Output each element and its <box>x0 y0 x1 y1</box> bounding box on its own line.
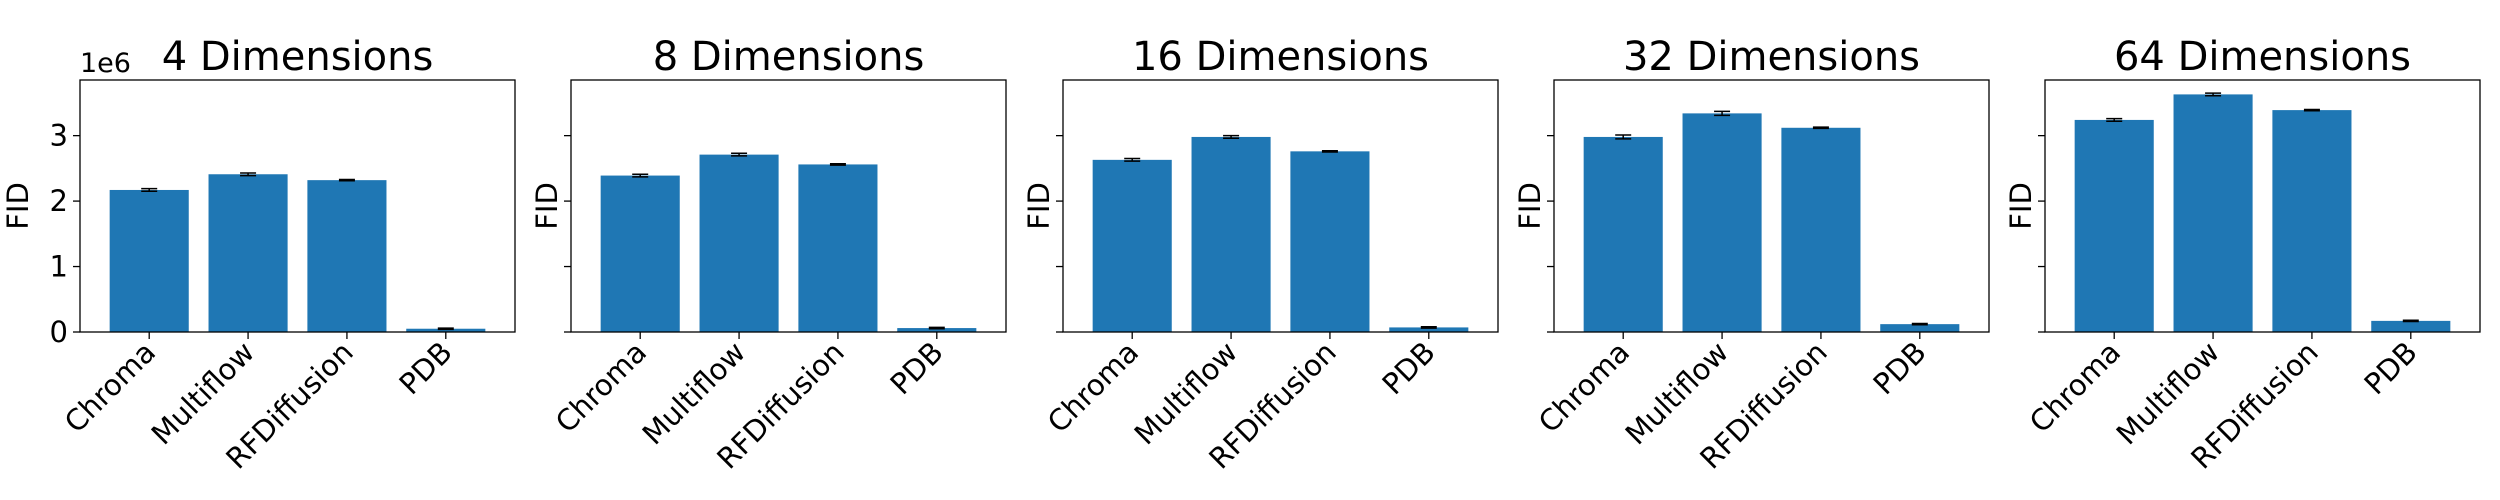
y-tick-label: 1 <box>50 250 68 284</box>
x-tick-label: PDB <box>392 335 458 401</box>
bar <box>699 154 779 332</box>
plot-frame <box>2044 79 2481 333</box>
x-tick-label: Chroma <box>1041 335 1145 439</box>
plot-frame <box>79 79 516 333</box>
error-bar <box>1812 126 1829 130</box>
y-tick-label: 0 <box>50 315 68 349</box>
error-bar <box>2205 92 2222 97</box>
error-bar <box>240 172 257 177</box>
error-bar <box>141 187 158 193</box>
y-axis-label: FID <box>1513 182 1547 230</box>
bar <box>897 328 977 332</box>
error-bar <box>928 326 945 330</box>
error-bar <box>1420 326 1437 329</box>
x-tick-label: Chroma <box>549 335 653 439</box>
error-bar <box>1714 110 1731 117</box>
bar <box>2371 320 2451 332</box>
offset-label: 1e6 <box>80 48 131 79</box>
error-bar <box>1223 134 1240 140</box>
error-bar <box>338 178 355 182</box>
bar <box>307 180 387 332</box>
plot-frame <box>570 79 1007 333</box>
x-tick-label: Chroma <box>58 335 162 439</box>
subplot-title: 64 Dimensions <box>2114 34 2411 80</box>
bar <box>1389 327 1469 332</box>
error-bar <box>1321 149 1338 153</box>
y-axis-label: FID <box>1 182 35 230</box>
y-axis-label: FID <box>530 182 564 230</box>
error-bar <box>1615 134 1632 140</box>
error-bar <box>437 327 454 331</box>
error-bar <box>1124 157 1141 162</box>
bar <box>208 174 288 332</box>
x-tick-label: PDB <box>1375 335 1441 401</box>
error-bar <box>2106 117 2123 122</box>
x-tick-label: PDB <box>1866 335 1932 401</box>
y-tick-label: 2 <box>50 184 68 218</box>
bar <box>2173 94 2253 333</box>
plot-frame <box>1062 79 1499 333</box>
error-bar <box>632 173 649 178</box>
bar <box>1290 151 1370 332</box>
bar <box>1880 324 1960 332</box>
plot-frame <box>1553 79 1990 333</box>
bar <box>406 328 486 332</box>
y-tick-label: 3 <box>50 119 68 153</box>
y-axis-label: FID <box>1022 182 1056 230</box>
subplot-title: 4 Dimensions <box>162 34 434 80</box>
subplot-title: 32 Dimensions <box>1623 34 1920 80</box>
bar <box>1092 159 1172 332</box>
error-bar <box>829 163 846 166</box>
x-tick-label: Chroma <box>1532 335 1636 439</box>
bar <box>2074 119 2154 332</box>
bar <box>600 175 680 332</box>
bar <box>109 189 189 332</box>
error-bar <box>2402 319 2419 323</box>
bar <box>1682 113 1762 332</box>
x-tick-label: PDB <box>883 335 949 401</box>
error-bar <box>1911 322 1928 326</box>
bar <box>1583 136 1663 332</box>
bar <box>1781 127 1861 332</box>
bar <box>1191 136 1271 332</box>
y-axis-label: FID <box>2004 182 2038 230</box>
subplot-title: 16 Dimensions <box>1132 34 1429 80</box>
x-tick-label: Chroma <box>2023 335 2127 439</box>
error-bar <box>731 152 748 157</box>
bar <box>798 164 878 332</box>
subplot-title: 8 Dimensions <box>653 34 925 80</box>
error-bar <box>2303 108 2320 112</box>
bar <box>2272 110 2352 332</box>
x-tick-label: PDB <box>2357 335 2423 401</box>
